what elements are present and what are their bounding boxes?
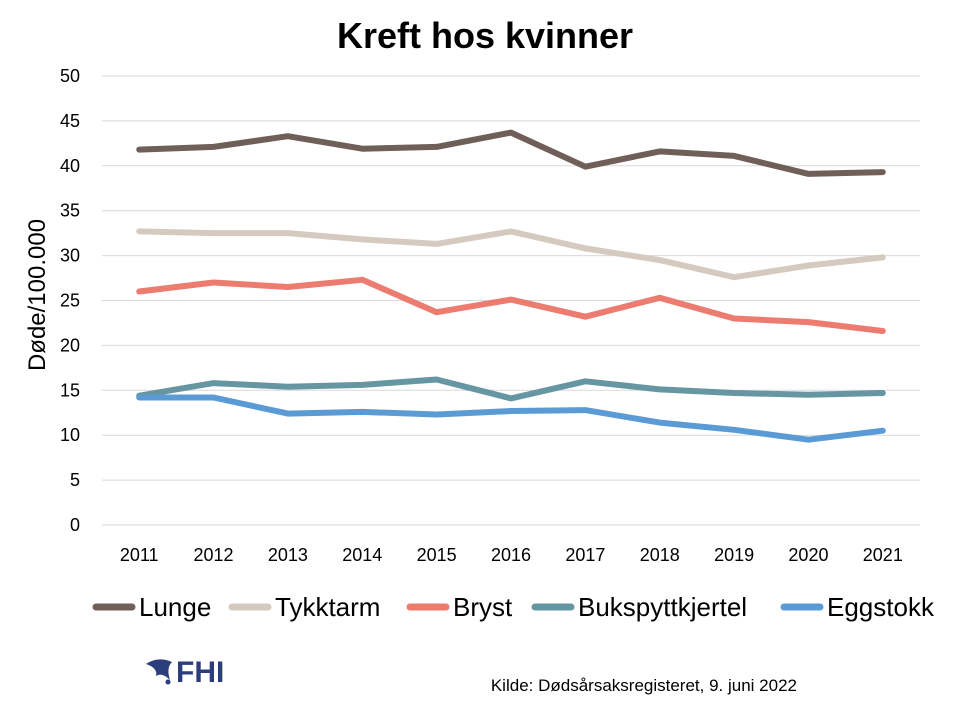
y-tick-label: 0 [70, 515, 80, 535]
y-axis-ticks: 0 5 10 15 20 25 30 35 40 45 50 [60, 66, 80, 535]
legend: Lunge Tykktarm Bryst Bukspyttkjertel Eggstok… [92, 592, 935, 622]
series-line-lunge [136, 129, 886, 177]
series-lines [136, 129, 886, 443]
fhi-logo: FHI [146, 656, 224, 689]
x-tick-label: 2013 [268, 545, 308, 565]
y-tick-label: 15 [60, 380, 80, 400]
x-tick-label: 2014 [342, 545, 382, 565]
legend-label: Bukspyttkjertel [578, 592, 747, 622]
y-tick-label: 20 [60, 335, 80, 355]
x-tick-label: 2021 [863, 545, 903, 565]
legend-item: Bukspyttkjertel [531, 592, 747, 622]
fhi-logo-icon [146, 659, 172, 680]
y-tick-label: 40 [60, 156, 80, 176]
legend-item: Eggstokk [780, 592, 935, 622]
series-line-eggstokk [136, 394, 886, 443]
series-line-bryst [136, 276, 886, 334]
legend-label: Tykktarm [275, 592, 380, 622]
fhi-logo-dot [165, 679, 171, 685]
y-tick-label: 25 [60, 291, 80, 311]
y-tick-label: 5 [70, 470, 80, 490]
legend-item: Tykktarm [228, 592, 380, 622]
fhi-logo-text: FHI [176, 656, 224, 689]
x-tick-label: 2016 [491, 545, 531, 565]
legend-item: Lunge [92, 592, 211, 622]
y-axis-label: Døde/100.000 [24, 219, 51, 371]
series-line-bukspyttkjertel [136, 376, 886, 402]
legend-label: Lunge [139, 592, 211, 622]
y-tick-label: 45 [60, 111, 80, 131]
x-tick-label: 2017 [565, 545, 605, 565]
y-tick-label: 30 [60, 246, 80, 266]
source-note: Kilde: Dødsårsaksregisteret, 9. juni 202… [491, 676, 797, 695]
x-tick-label: 2020 [788, 545, 828, 565]
x-tick-label: 2015 [417, 545, 457, 565]
legend-label: Bryst [453, 592, 513, 622]
x-tick-label: 2012 [194, 545, 234, 565]
legend-label: Eggstokk [827, 592, 935, 622]
y-tick-label: 50 [60, 66, 80, 86]
series-line-tykktarm [136, 228, 886, 281]
x-tick-label: 2019 [714, 545, 754, 565]
y-tick-label: 10 [60, 425, 80, 445]
x-axis-ticks: 2011 2012 2013 2014 2015 2016 2017 2018 2019 2020… [120, 545, 903, 565]
x-tick-label: 2011 [120, 545, 159, 565]
legend-item: Bryst [406, 592, 513, 622]
x-tick-label: 2018 [640, 545, 680, 565]
chart-title: Kreft hos kvinner [337, 15, 633, 56]
y-tick-label: 35 [60, 201, 80, 221]
